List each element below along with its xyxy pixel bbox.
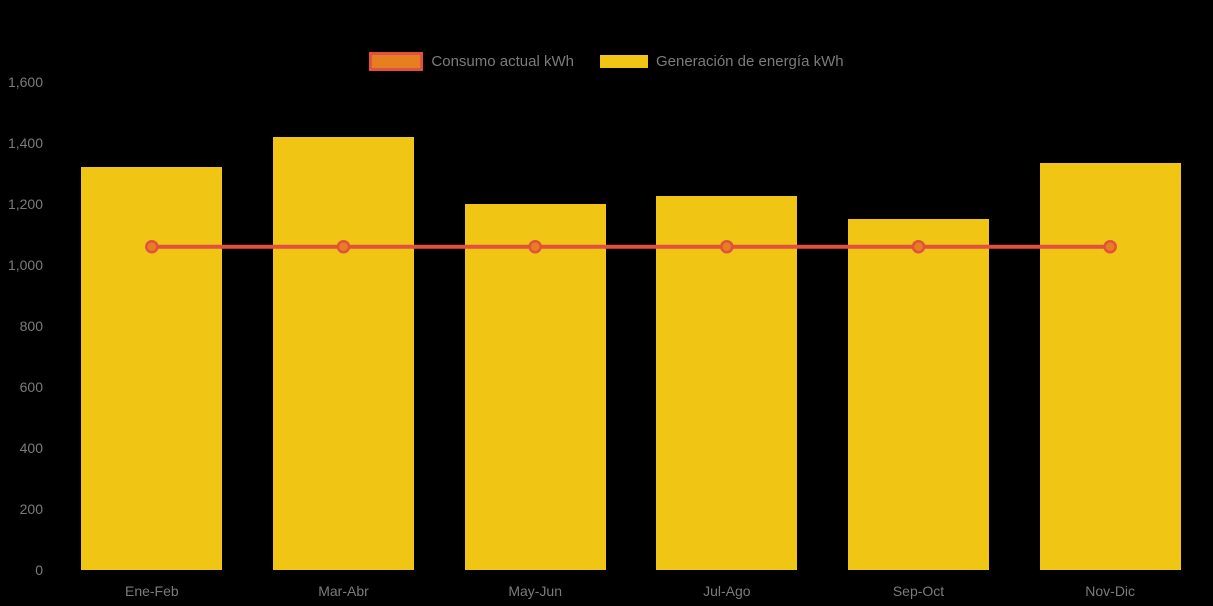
- y-tick-label: 400: [19, 440, 43, 456]
- line-series-swatch: [369, 52, 424, 71]
- y-tick-label: 0: [35, 562, 43, 578]
- y-tick-label: 1,000: [7, 257, 43, 273]
- bar: [656, 196, 798, 570]
- bar-series-swatch: [599, 55, 648, 68]
- bar: [1039, 162, 1181, 570]
- bar: [464, 204, 606, 570]
- x-tick-label: Nov-Dic: [1085, 583, 1136, 599]
- bar: [81, 167, 223, 570]
- x-tick-label: Jul-Ago: [703, 583, 751, 599]
- y-tick-label: 1,600: [7, 74, 43, 90]
- x-tick-label: May-Jun: [508, 583, 562, 599]
- legend-item[interactable]: Consumo actual kWh: [369, 52, 574, 71]
- y-tick-label: 800: [19, 318, 43, 334]
- y-tick-label: 1,400: [7, 135, 43, 151]
- legend-label: Consumo actual kWh: [431, 53, 574, 70]
- y-tick-label: 600: [19, 379, 43, 395]
- x-tick-label: Sep-Oct: [892, 583, 945, 599]
- y-tick-label: 1,200: [7, 196, 43, 212]
- x-tick-label: Ene-Feb: [124, 583, 179, 599]
- chart-legend: Consumo actual kWh Generación de energía …: [0, 52, 1213, 71]
- y-tick-label: 200: [19, 501, 43, 517]
- bar: [848, 219, 989, 570]
- legend-label: Generación de energía kWh: [655, 53, 844, 70]
- x-tick-label: Mar-Abr: [318, 583, 369, 599]
- bar: [273, 136, 414, 570]
- legend-item[interactable]: Generación de energía kWh: [599, 52, 844, 71]
